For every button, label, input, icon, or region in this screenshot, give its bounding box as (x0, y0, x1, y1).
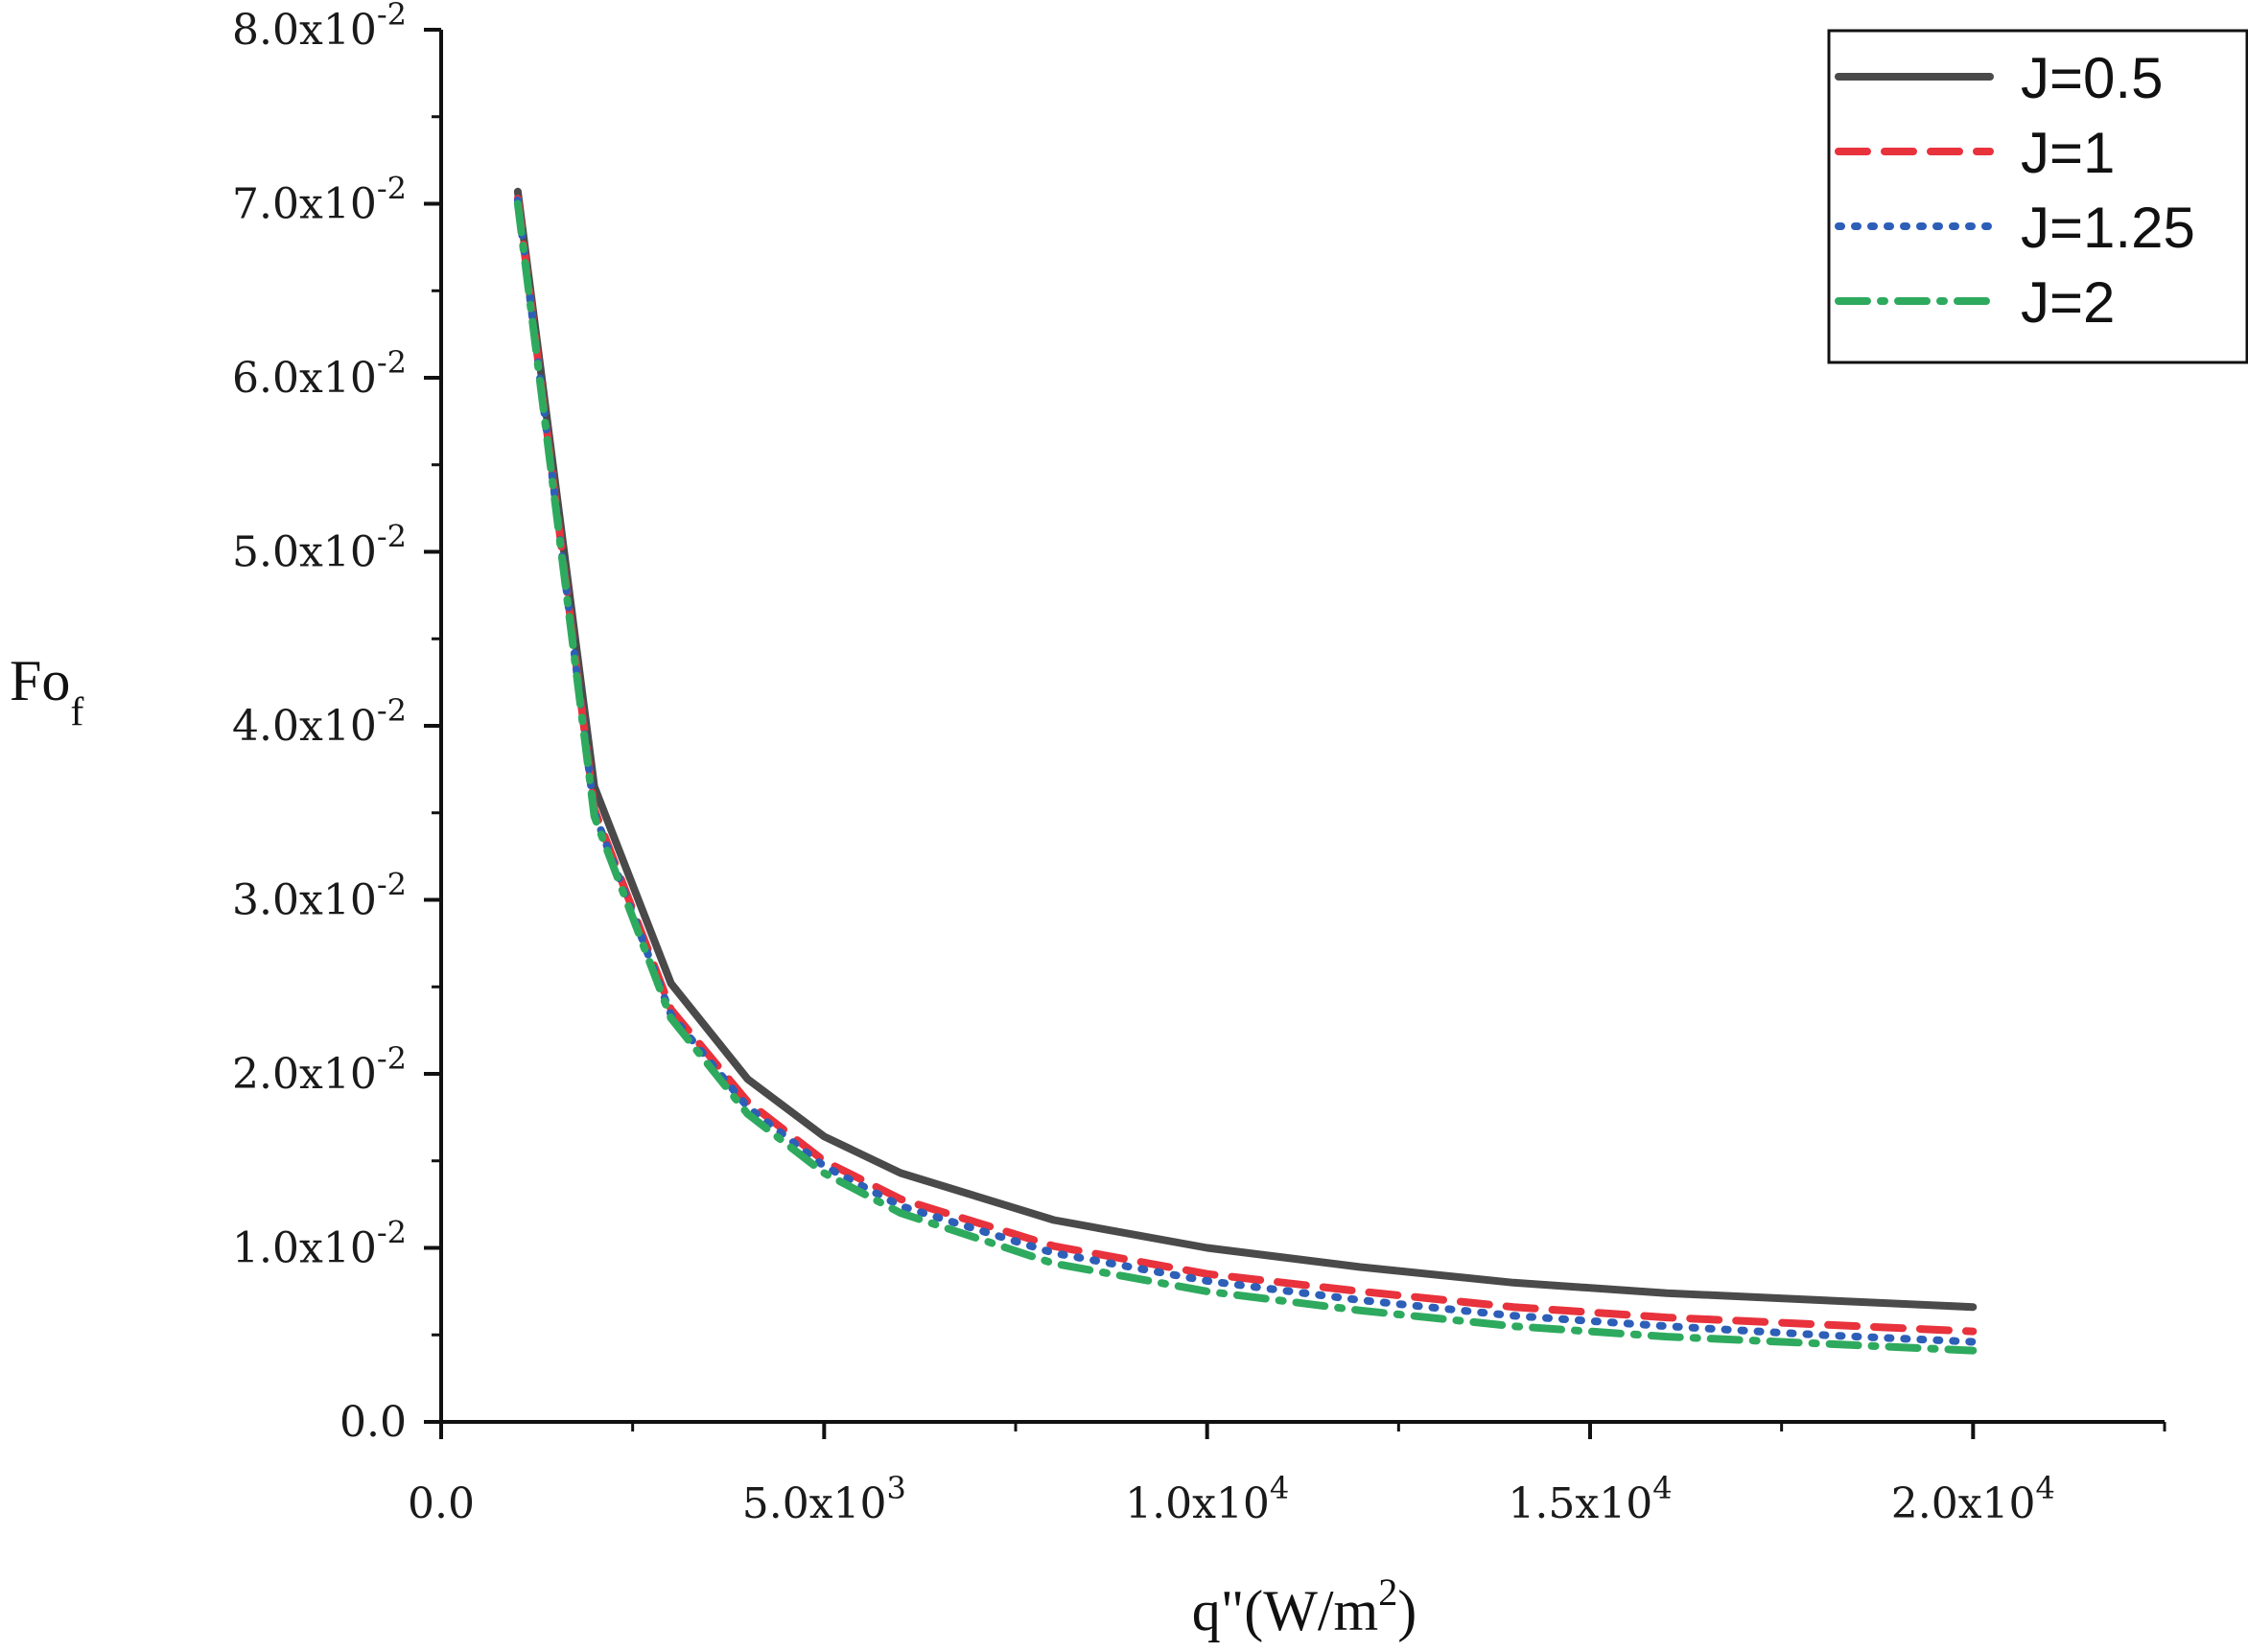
series-line-j-2 (513, 199, 1978, 1355)
x-tick-label: 1.5x104 (1508, 1470, 1672, 1528)
y-tick-label: 6.0x10-2 (232, 344, 407, 403)
x-tick-label: 0.0 (408, 1479, 475, 1528)
x-axis-title: q"(W/m2) (1192, 1571, 1417, 1642)
x-tick-label: 2.0x104 (1891, 1470, 2055, 1528)
x-tick-label: 5.0x103 (742, 1470, 906, 1528)
series-line-j-1 (513, 195, 1978, 1336)
y-tick-label: 2.0x10-2 (232, 1040, 407, 1099)
y-tick-label: 1.0x10-2 (232, 1215, 407, 1273)
legend-label: J=0.5 (2021, 46, 2163, 110)
ticks: 0.0 1.0x10-2 2.0x10-2 3.0x10-2 4.0x10-2 5.0x1… (232, 0, 2166, 1528)
legend-label: J=1 (2021, 121, 2115, 185)
y-axis-title: Fof (10, 649, 83, 734)
series-line-j-1-25 (513, 196, 1978, 1346)
plot-series (513, 187, 1978, 1355)
y-tick-label: 3.0x10-2 (232, 867, 407, 925)
y-tick-label: 0.0 (340, 1398, 407, 1447)
legend-box (1827, 29, 2248, 364)
y-tick-label: 8.0x10-2 (232, 0, 407, 55)
series-line-j-0-5 (513, 187, 1978, 1312)
legend-label: J=2 (2021, 270, 2115, 335)
legend: J=0.5 J=1 J=1.25 J=2 (1827, 29, 2248, 364)
axis-titles: Fof q"(W/m2) (10, 649, 1417, 1642)
y-tick-label: 4.0x10-2 (232, 692, 407, 751)
y-tick-label: 7.0x10-2 (232, 171, 407, 229)
y-tick-label: 5.0x10-2 (232, 519, 407, 577)
legend-label: J=1.25 (2021, 196, 2195, 260)
x-tick-label: 1.0x104 (1125, 1470, 1289, 1528)
